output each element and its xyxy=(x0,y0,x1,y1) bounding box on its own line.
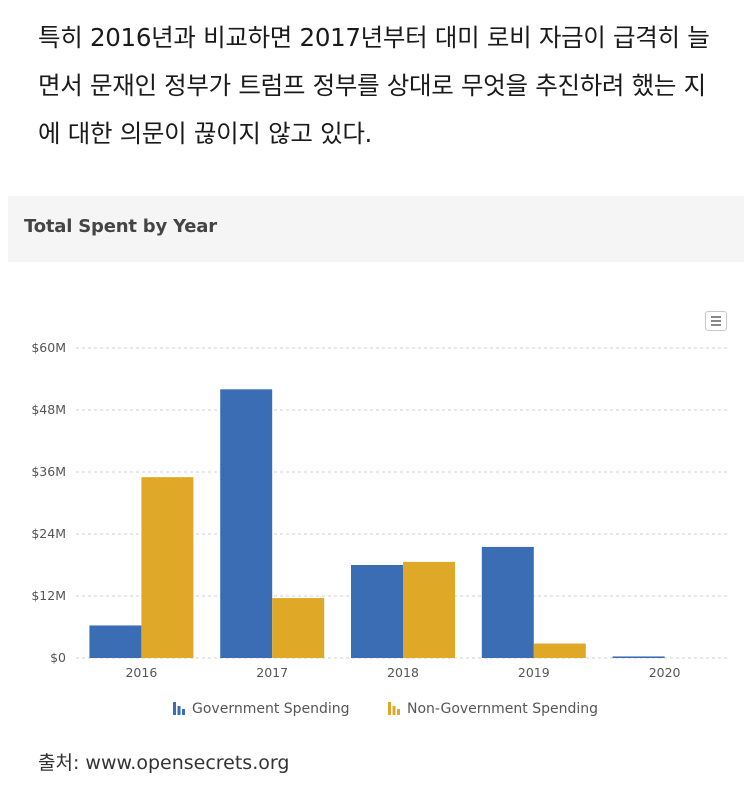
chart-card: Total Spent by Year $0 $12M $24M $36M $48M $6… xyxy=(8,196,744,726)
bar-layer xyxy=(89,389,665,658)
bar-non-government-2018[interactable] xyxy=(403,561,455,658)
y-tick-label: $60M xyxy=(31,340,66,355)
bar-chart-icon xyxy=(173,702,185,715)
chart-menu-button[interactable] xyxy=(705,311,727,331)
bar-government-2020[interactable] xyxy=(612,656,665,658)
bar-non-government-2017[interactable] xyxy=(272,598,325,658)
legend-item-government[interactable]: Government Spending xyxy=(173,701,350,717)
legend-label: Government Spending xyxy=(192,701,350,717)
article-paragraph: 특히 2016년과 비교하면 2017년부터 대미 로비 자금이 급격히 늘면서… xyxy=(38,23,710,148)
y-tick-label: $0 xyxy=(50,650,66,665)
bar-chart: $0$12M$24M$36M$48M$60M 2016 2017 2018 2019 2… xyxy=(31,340,730,717)
x-tick-label: 2016 xyxy=(125,665,157,680)
x-tick-label: 2018 xyxy=(387,665,419,680)
bar-government-2019[interactable] xyxy=(481,546,534,658)
x-tick-label: 2020 xyxy=(649,665,681,680)
chart-header: Total Spent by Year xyxy=(8,196,744,262)
y-tick-label: $24M xyxy=(31,526,66,541)
x-tick-label: 2019 xyxy=(518,665,550,680)
legend: Government Spending Non-Government Spendi… xyxy=(173,701,598,717)
source-credit: 출처: www.opensecrets.org xyxy=(38,752,290,774)
x-tick-label: 2017 xyxy=(256,665,288,680)
x-tick-labels: 2016 2017 2018 2019 2020 xyxy=(125,665,680,680)
chart-title: Total Spent by Year xyxy=(24,216,217,237)
y-tick-label: $48M xyxy=(31,402,66,417)
bar-government-2017[interactable] xyxy=(220,389,273,658)
y-tick-label: $36M xyxy=(31,464,66,479)
bar-government-2016[interactable] xyxy=(89,625,142,658)
hamburger-menu-icon xyxy=(711,316,721,318)
y-tick-label: $12M xyxy=(31,588,66,603)
y-tick-labels: $0 $12M $24M $36M $48M $60M xyxy=(31,340,66,665)
legend-label: Non-Government Spending xyxy=(407,701,598,717)
bar-non-government-2019[interactable] xyxy=(533,643,586,658)
legend-item-non-government[interactable]: Non-Government Spending xyxy=(388,701,598,717)
bar-non-government-2016[interactable] xyxy=(141,477,194,658)
hamburger-menu-icon xyxy=(711,320,721,322)
hamburger-menu-icon xyxy=(711,324,721,326)
bar-government-2018[interactable] xyxy=(351,565,403,658)
bar-chart-icon xyxy=(388,702,400,715)
